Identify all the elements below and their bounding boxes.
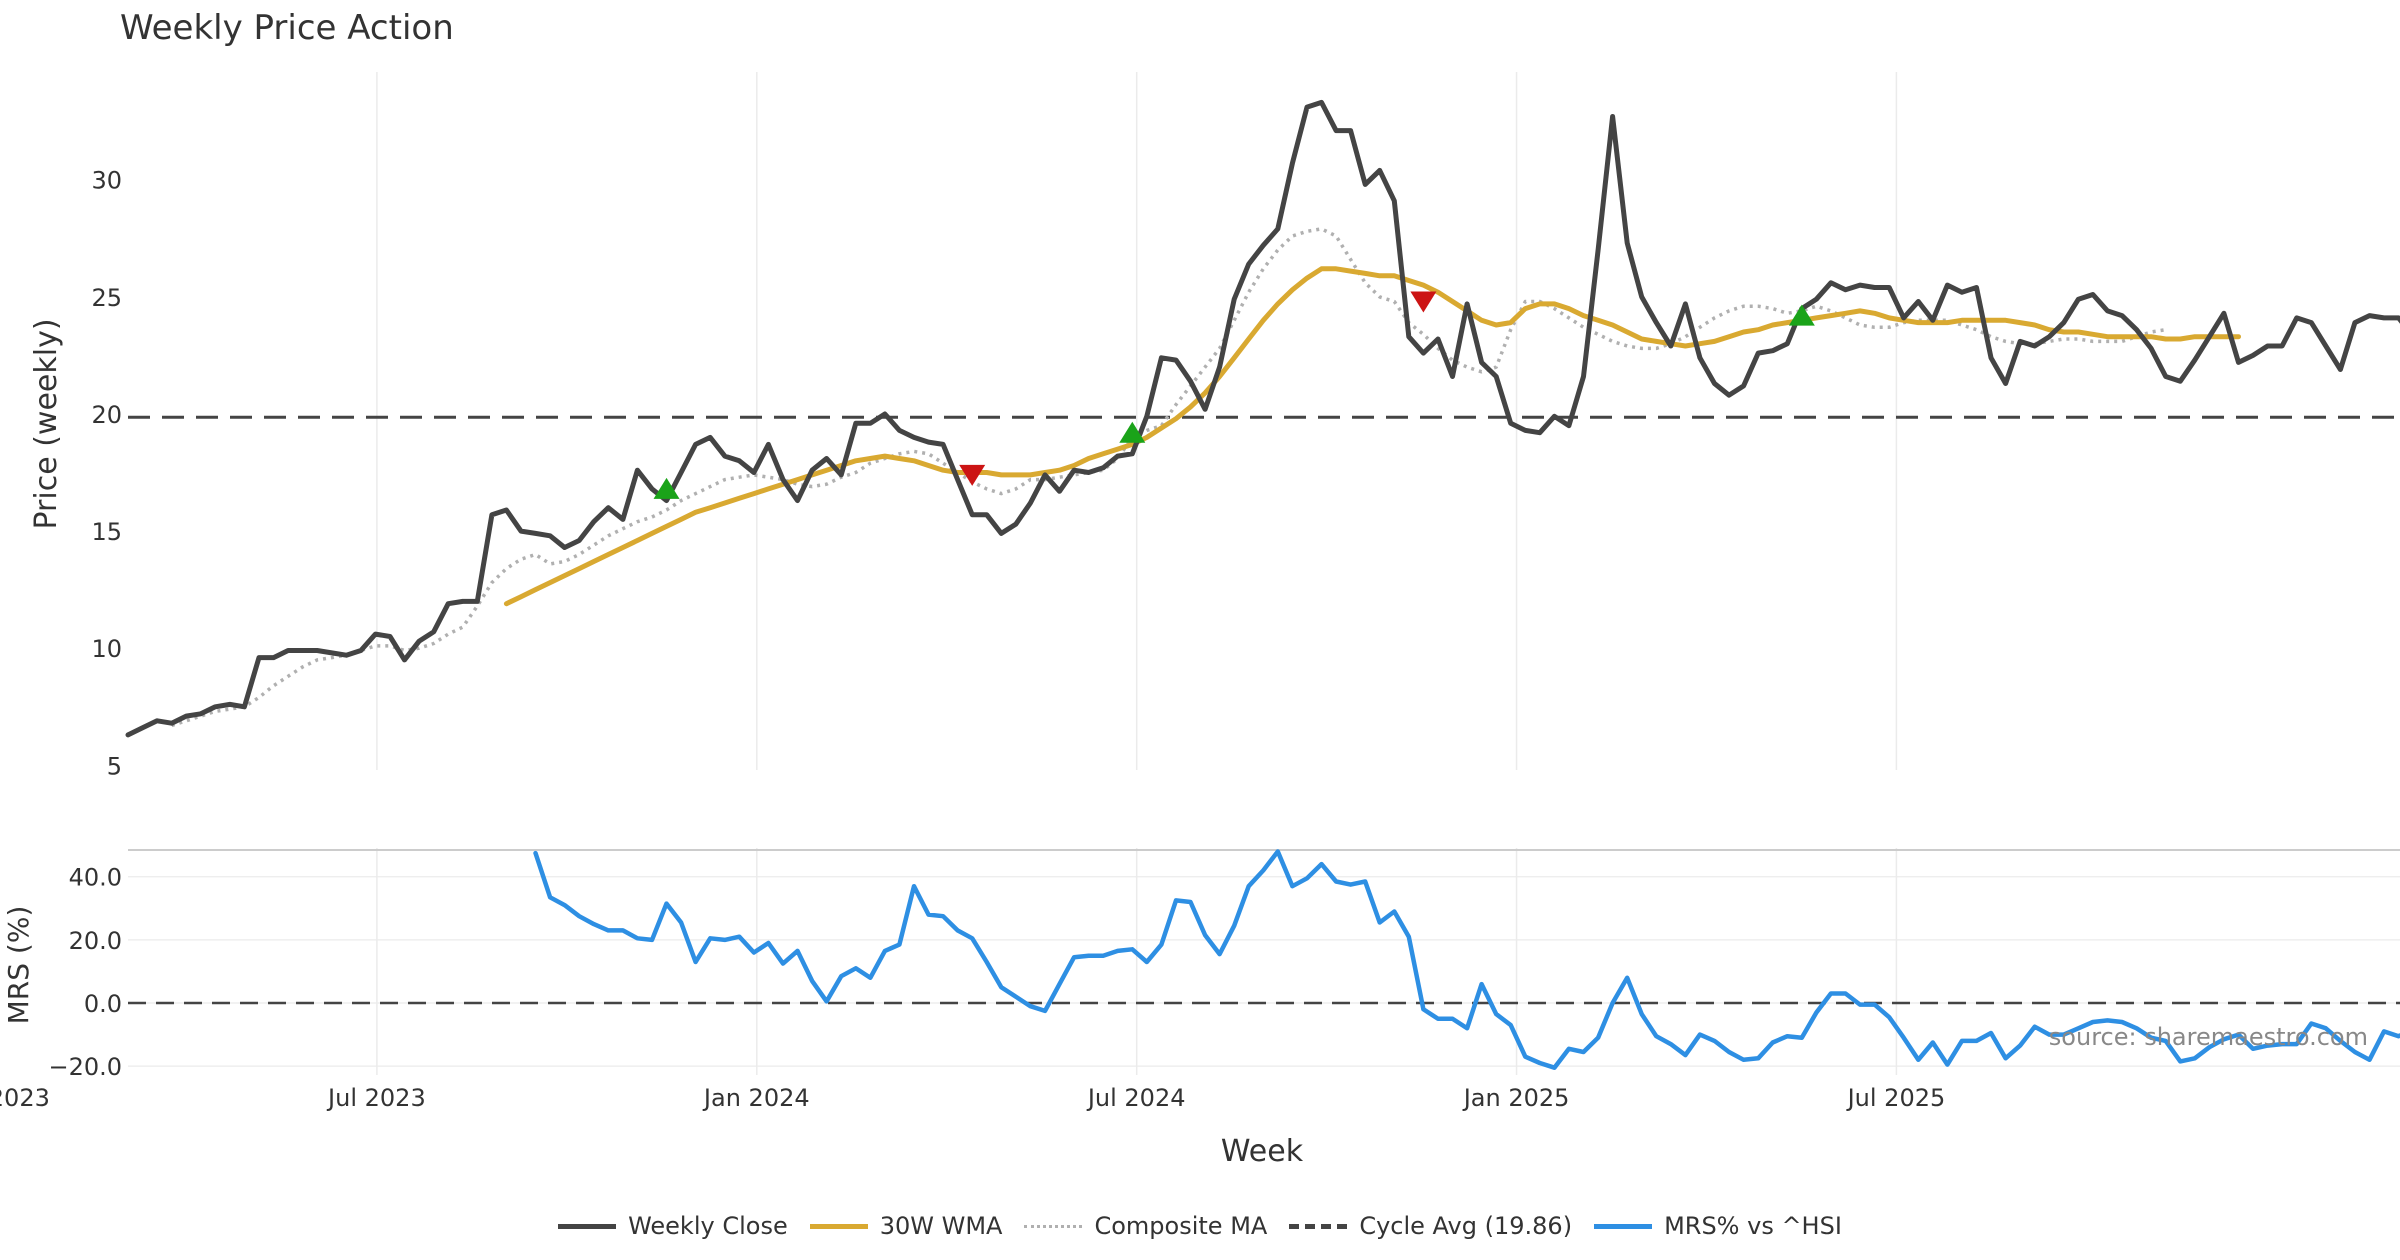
mrs-line (533, 849, 2400, 1070)
legend-item: Cycle Avg (19.86) (1289, 1212, 1572, 1240)
x-tick-label: Jan 2023 (0, 1084, 50, 1112)
price-y-tick-label: 20 (91, 401, 122, 429)
legend-swatch (809, 1223, 868, 1229)
price-y-tick-label: 10 (91, 635, 122, 663)
price-panel (125, 99, 2400, 738)
legend-swatch (1024, 1224, 1083, 1228)
price-y-tick-label: 5 (107, 752, 122, 780)
weekly-close-line (125, 99, 2400, 738)
x-tick-label: Jan 2025 (1462, 1084, 1570, 1112)
legend-label: Cycle Avg (19.86) (1359, 1212, 1573, 1240)
mrs-panel (533, 849, 2400, 1070)
buy-signal-marker (1119, 421, 1146, 443)
buy-signal-marker (1788, 304, 1815, 326)
legend-item: MRS% vs ^HSI (1594, 1212, 1842, 1240)
price-y-tick-label: 15 (91, 518, 122, 546)
x-tick-label: Jul 2025 (1846, 1084, 1946, 1112)
x-axis-label: Week (1221, 1134, 1304, 1169)
legend-label: Weekly Close (628, 1212, 788, 1240)
composite-ma-line (171, 227, 2166, 728)
chart-title: Weekly Price Action (120, 8, 454, 48)
sell-signal-marker (959, 464, 986, 486)
buy-signal-marker (653, 477, 680, 499)
legend-label: Composite MA (1094, 1212, 1268, 1240)
price-y-axis-label: Price (weekly) (29, 318, 64, 529)
legend: Weekly Close 30W WMA Composite MA Cycle Avg… (0, 1212, 2400, 1240)
sell-signal-marker (1410, 291, 1437, 313)
mrs-y-tick-label: −20.0 (48, 1053, 122, 1081)
legend-item: Composite MA (1024, 1212, 1267, 1240)
wma-30w-line (503, 266, 2241, 607)
legend-item: 30W WMA (809, 1212, 1003, 1240)
price-y-tick-label: 25 (91, 284, 122, 312)
legend-swatch (1594, 1223, 1653, 1229)
x-tick-label: Jul 2024 (1086, 1084, 1186, 1112)
legend-swatch (1289, 1223, 1348, 1229)
x-tick-label: Jan 2024 (702, 1084, 810, 1112)
legend-swatch (558, 1223, 617, 1229)
reference-lines (128, 415, 2400, 1005)
mrs-y-tick-label: 40.0 (69, 864, 122, 892)
mrs-y-tick-label: 0.0 (84, 990, 122, 1018)
mrs-y-tick-label: 20.0 (69, 927, 122, 955)
x-tick-label: Jul 2023 (326, 1084, 426, 1112)
price-y-tick-label: 30 (91, 167, 122, 195)
axes: Jan 2023 Jul 2023 Jan 2024 Jul 2024 Jan 2025… (0, 167, 1945, 1112)
legend-label: 30W WMA (879, 1212, 1003, 1240)
source-note: source: sharemaestro.com (2049, 1023, 2368, 1051)
legend-item: Weekly Close (558, 1212, 788, 1240)
mrs-y-axis-label: MRS (%) (2, 906, 35, 1025)
legend-label: MRS% vs ^HSI (1664, 1212, 1842, 1240)
